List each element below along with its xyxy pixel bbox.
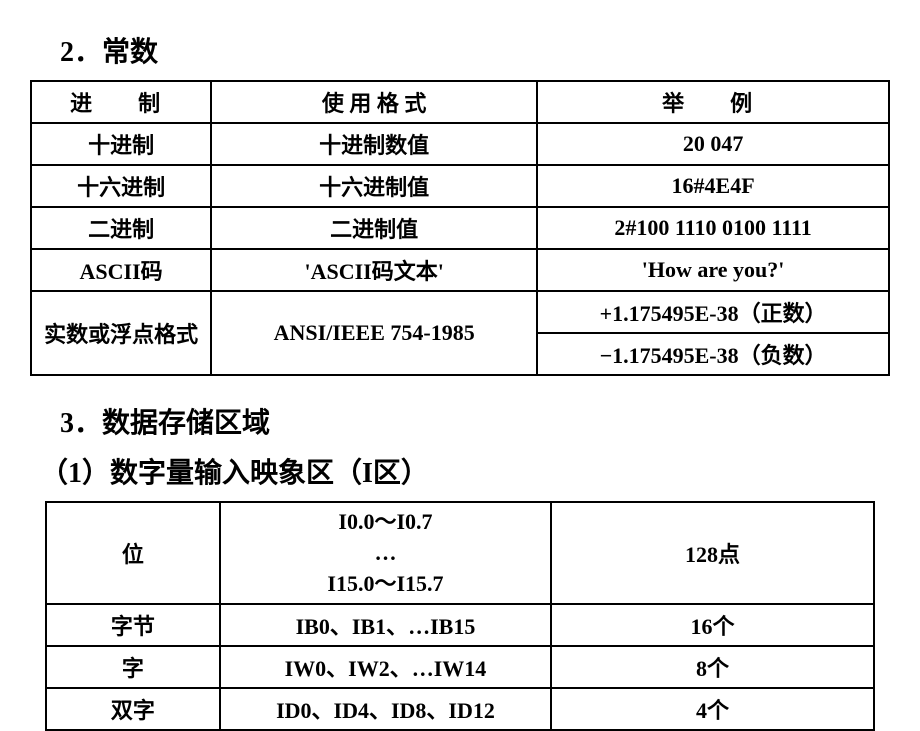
cell: ANSI/IEEE 754-1985 xyxy=(211,291,537,375)
cell: 4个 xyxy=(551,688,874,730)
table-row: 字 IW0、IW2、…IW14 8个 xyxy=(46,646,874,688)
cell: 十进制 xyxy=(31,123,211,165)
cell: 十进制数值 xyxy=(211,123,537,165)
section-3-subtitle: （1）数字量输入映象区（I区） xyxy=(40,451,890,491)
cell: 字节 xyxy=(46,604,220,646)
cell: 8个 xyxy=(551,646,874,688)
cell: 16个 xyxy=(551,604,874,646)
cell: −1.175495E-38（负数） xyxy=(537,333,889,375)
table-row: 十进制 十进制数值 20 047 xyxy=(31,123,889,165)
table-row: ASCII码 'ASCII码文本' 'How are you?' xyxy=(31,249,889,291)
constants-table: 进 制 使 用 格 式 举 例 十进制 十进制数值 20 047 十六进制 十六… xyxy=(30,80,890,376)
cell: 十六进制值 xyxy=(211,165,537,207)
section-3-title: 3．数据存储区域 xyxy=(60,401,890,441)
table-row: 字节 IB0、IB1、…IB15 16个 xyxy=(46,604,874,646)
cell: ASCII码 xyxy=(31,249,211,291)
section-2-title: 2．常数 xyxy=(60,30,890,70)
cell: IW0、IW2、…IW14 xyxy=(220,646,551,688)
cell: I0.0～I0.7…I15.0～I15.7 xyxy=(220,502,551,604)
cell: 二进制 xyxy=(31,207,211,249)
cell: 20 047 xyxy=(537,123,889,165)
table-row: 十六进制 十六进制值 16#4E4F xyxy=(31,165,889,207)
table-row: 位 I0.0～I0.7…I15.0～I15.7 128点 xyxy=(46,502,874,604)
cell: 'ASCII码文本' xyxy=(211,249,537,291)
storage-table: 位 I0.0～I0.7…I15.0～I15.7 128点 字节 IB0、IB1、… xyxy=(45,501,875,731)
table-row: 二进制 二进制值 2#100 1110 0100 1111 xyxy=(31,207,889,249)
cell: 位 xyxy=(46,502,220,604)
cell: 16#4E4F xyxy=(537,165,889,207)
header-cell: 进 制 xyxy=(31,81,211,123)
cell: 128点 xyxy=(551,502,874,604)
cell: 'How are you?' xyxy=(537,249,889,291)
table-row: 进 制 使 用 格 式 举 例 xyxy=(31,81,889,123)
cell: 实数或浮点格式 xyxy=(31,291,211,375)
cell: 二进制值 xyxy=(211,207,537,249)
table-row: 实数或浮点格式 ANSI/IEEE 754-1985 +1.175495E-38… xyxy=(31,291,889,333)
cell: 双字 xyxy=(46,688,220,730)
table-row: 双字 ID0、ID4、ID8、ID12 4个 xyxy=(46,688,874,730)
cell: ID0、ID4、ID8、ID12 xyxy=(220,688,551,730)
cell: 十六进制 xyxy=(31,165,211,207)
cell: +1.175495E-38（正数） xyxy=(537,291,889,333)
cell: IB0、IB1、…IB15 xyxy=(220,604,551,646)
cell: 字 xyxy=(46,646,220,688)
header-cell: 使 用 格 式 xyxy=(211,81,537,123)
header-cell: 举 例 xyxy=(537,81,889,123)
cell: 2#100 1110 0100 1111 xyxy=(537,207,889,249)
